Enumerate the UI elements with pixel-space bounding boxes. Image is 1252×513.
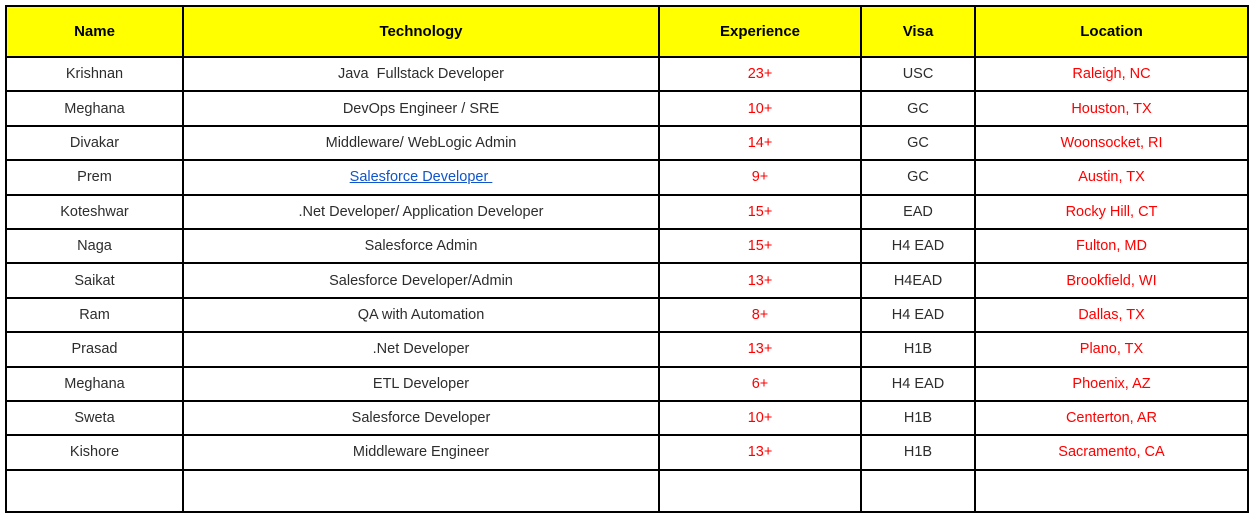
location-cell: Austin, TX	[974, 159, 1249, 196]
location-cell: Rocky Hill, CT	[974, 193, 1249, 230]
name-cell: Naga	[5, 227, 184, 265]
table-row: Krishnan Java Fullstack Developer 23+ USC Ra…	[5, 55, 1249, 93]
table-row: Kishore Middleware Engineer 13+ H1B Sacramen…	[5, 434, 1249, 471]
name-cell-empty	[5, 468, 184, 513]
hotlist-table: Name Technology Experience Visa Location Kri…	[5, 5, 1249, 513]
experience-cell: 13+	[658, 331, 862, 368]
column-header-location: Location	[974, 5, 1249, 58]
visa-cell: GC	[860, 159, 976, 196]
visa-cell-empty	[860, 468, 976, 513]
experience-cell: 13+	[658, 262, 862, 299]
table-row-partial	[5, 468, 1249, 513]
table-row: Saikat Salesforce Developer/Admin 13+ H4EAD…	[5, 262, 1249, 299]
experience-cell: 10+	[658, 399, 862, 437]
table-row: Koteshwar .Net Developer/ Application Dev…	[5, 193, 1249, 230]
name-cell: Sweta	[5, 399, 184, 437]
location-cell: Woonsocket, RI	[974, 124, 1249, 162]
experience-cell: 9+	[658, 159, 862, 196]
table-row: Sweta Salesforce Developer 10+ H1B Centerton…	[5, 399, 1249, 437]
experience-cell: 6+	[658, 365, 862, 402]
technology-cell: Java Fullstack Developer	[182, 55, 660, 93]
visa-cell: H1B	[860, 434, 976, 471]
name-cell: Kishore	[5, 434, 184, 471]
visa-cell: EAD	[860, 193, 976, 230]
name-cell: Ram	[5, 296, 184, 334]
name-cell: Prem	[5, 159, 184, 196]
experience-cell: 8+	[658, 296, 862, 334]
table-row: Meghana DevOps Engineer / SRE 10+ GC Houston…	[5, 90, 1249, 127]
visa-cell: H1B	[860, 331, 976, 368]
name-cell: Meghana	[5, 90, 184, 127]
technology-cell: Salesforce Developer	[182, 399, 660, 437]
visa-cell: H4EAD	[860, 262, 976, 299]
technology-cell: DevOps Engineer / SRE	[182, 90, 660, 127]
location-cell: Brookfield, WI	[974, 262, 1249, 299]
location-cell-empty	[974, 468, 1249, 513]
table-row: Prasad .Net Developer 13+ H1B Plano, TX	[5, 331, 1249, 368]
technology-cell: ETL Developer	[182, 365, 660, 402]
location-cell: Centerton, AR	[974, 399, 1249, 437]
table-row: Prem Salesforce Developer 9+ GC Austin, TX	[5, 159, 1249, 196]
column-header-technology: Technology	[182, 5, 660, 58]
technology-cell: Middleware/ WebLogic Admin	[182, 124, 660, 162]
table-row: Ram QA with Automation 8+ H4 EAD Dallas, TX	[5, 296, 1249, 334]
visa-cell: GC	[860, 124, 976, 162]
column-header-name: Name	[5, 5, 184, 58]
technology-cell: Salesforce Developer/Admin	[182, 262, 660, 299]
table-body: Krishnan Java Fullstack Developer 23+ USC Ra…	[5, 55, 1249, 513]
technology-cell: .Net Developer	[182, 331, 660, 368]
technology-cell: .Net Developer/ Application Developer	[182, 193, 660, 230]
name-cell: Saikat	[5, 262, 184, 299]
location-cell: Houston, TX	[974, 90, 1249, 127]
visa-cell: USC	[860, 55, 976, 93]
experience-cell: 15+	[658, 193, 862, 230]
name-cell: Prasad	[5, 331, 184, 368]
name-cell: Divakar	[5, 124, 184, 162]
header-row: Name Technology Experience Visa Location	[5, 5, 1249, 58]
visa-cell: H1B	[860, 399, 976, 437]
experience-cell: 13+	[658, 434, 862, 471]
location-cell: Sacramento, CA	[974, 434, 1249, 471]
location-cell: Plano, TX	[974, 331, 1249, 368]
technology-cell: Middleware Engineer	[182, 434, 660, 471]
table-row: Naga Salesforce Admin 15+ H4 EAD Fulton, MD	[5, 227, 1249, 265]
table-row: Divakar Middleware/ WebLogic Admin 14+ GC Wo…	[5, 124, 1249, 162]
experience-cell: 10+	[658, 90, 862, 127]
name-cell: Krishnan	[5, 55, 184, 93]
name-cell: Meghana	[5, 365, 184, 402]
column-header-experience: Experience	[658, 5, 862, 58]
experience-cell: 23+	[658, 55, 862, 93]
table-row: Meghana ETL Developer 6+ H4 EAD Phoenix, AZ	[5, 365, 1249, 402]
visa-cell: H4 EAD	[860, 296, 976, 334]
location-cell: Dallas, TX	[974, 296, 1249, 334]
experience-cell-empty	[658, 468, 862, 513]
visa-cell: GC	[860, 90, 976, 127]
technology-cell: QA with Automation	[182, 296, 660, 334]
location-cell: Raleigh, NC	[974, 55, 1249, 93]
technology-link[interactable]: Salesforce Developer	[349, 169, 493, 186]
location-cell: Phoenix, AZ	[974, 365, 1249, 402]
visa-cell: H4 EAD	[860, 365, 976, 402]
location-cell: Fulton, MD	[974, 227, 1249, 265]
name-cell: Koteshwar	[5, 193, 184, 230]
technology-cell-empty	[182, 468, 660, 513]
experience-cell: 14+	[658, 124, 862, 162]
spreadsheet-table-container: Name Technology Experience Visa Location Kri…	[5, 5, 1249, 513]
column-header-visa: Visa	[860, 5, 976, 58]
technology-cell: Salesforce Developer	[182, 159, 660, 196]
technology-cell: Salesforce Admin	[182, 227, 660, 265]
experience-cell: 15+	[658, 227, 862, 265]
visa-cell: H4 EAD	[860, 227, 976, 265]
